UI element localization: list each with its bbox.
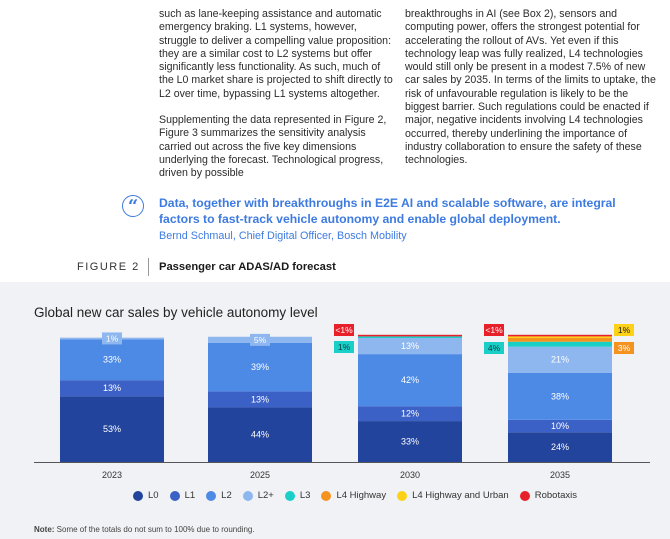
pull-quote: Data, together with breakthroughs in E2E… [159,196,616,226]
legend-swatch [242,490,253,501]
bar-segment-l2-2025 [208,342,312,392]
legend-label: L1 [184,490,196,501]
legend-swatch [284,490,295,501]
callout-badge [614,324,634,336]
data-label-l2--2023: 1% [106,333,119,343]
data-label-l4-highway-2035: 3% [618,343,631,353]
note-text: Some of the totals do not sum to 100% du… [54,525,255,534]
legend-swatch [519,490,530,501]
bar-segment-l4-highway-and-urban-2035 [508,336,612,338]
legend-item-l1: L1 [169,490,196,501]
legend-item-l4-highway-and-urban: L4 Highway and Urban [397,490,509,501]
data-label-l0-2030: 33% [401,437,419,447]
data-label-l2-2025: 39% [251,362,269,372]
callout-badge [484,324,504,336]
x-tick-label-2030: 2030 [400,470,420,480]
note-prefix: Note: [34,525,55,534]
bar-segment-robotaxis-2035 [508,334,612,337]
data-label-l0-2035: 24% [551,442,569,452]
bar-segment-l1-2023 [60,380,164,397]
legend-label: Robotaxis [534,490,577,501]
data-label-robotaxis-2035: <1% [485,325,503,335]
bar-segment-l3-2035 [508,341,612,347]
body-paragraph: such as lane-keeping assistance and auto… [159,8,393,100]
figure-label: FIGURE 2 [77,261,140,273]
data-label-l2--2035: 21% [551,355,569,365]
data-label-robotaxis-2030: <1% [335,325,353,335]
bar-segment-l1-2025 [208,391,312,408]
legend-swatch [206,490,217,501]
bar-segment-l2--2035 [508,346,612,373]
bar-segment-l1-2030 [358,406,462,422]
chart-title: Global new car sales by vehicle autonomy… [34,305,318,320]
data-label-l4-highway-and-urban-2035: 1% [618,325,631,335]
legend-swatch [397,490,408,501]
stacked-bar-chart: 53% 13% 33% 1% 2023 44% 13% 39% 5% 2025 33% 12% 42% 1… [34,324,650,480]
body-column-right: breakthroughs in AI (see Box 2), sensors… [405,8,661,181]
chart-panel: 53% 13% 33% 1% 2023 44% 13% 39% 5% 2025 33% 12% 42% 1… [0,282,670,539]
legend-label: L2 [221,490,232,501]
data-label-l2--2030: 13% [401,341,419,351]
bar-segment-l0-2030 [358,421,462,462]
chart-note: Note: Some of the totals do not sum to 1… [34,525,255,534]
legend-item-l3: L3 [284,490,311,501]
bar-segment-l3-2030 [358,336,462,338]
data-label-l3-2035: 4% [488,343,501,353]
body-paragraph: breakthroughs in AI (see Box 2), sensors… [405,8,656,167]
bar-segment-robotaxis-2030 [358,334,462,337]
bar-segment-l0-2023 [60,396,164,462]
legend-label: L4 Highway and Urban [412,490,509,501]
data-label-l0-2025: 44% [251,430,269,440]
legend-swatch [133,490,143,501]
legend-item-robotaxis: Robotaxis [519,490,577,501]
legend-item-l2: L2 [206,490,232,501]
legend-swatch [169,490,180,501]
quote-author: Bernd Schmaul, Chief Digital Officer, Bo… [159,230,407,242]
data-label-l1-2023: 13% [103,383,121,393]
x-tick-label-2035: 2035 [550,470,570,480]
body-column-left: such as lane-keeping assistance and auto… [159,8,395,194]
data-label-l0-2023: 53% [103,424,121,434]
x-tick-label-2023: 2023 [102,470,122,480]
bar-segment-l1-2035 [508,419,612,433]
bar-segment-l0-2035 [508,432,612,462]
legend-item-l0: L0 [133,490,159,501]
bar-segment-l0-2025 [208,407,312,462]
legend-label: L4 Highway [336,490,387,501]
legend-item-l4-highway: L4 Highway [321,490,386,501]
legend-label: L0 [148,490,159,501]
figure-divider [148,258,149,276]
figure-title: Passenger car ADAS/AD forecast [159,261,336,273]
bar-segment-l2-2030 [358,354,462,407]
callout-badge [102,332,122,345]
data-label-l2-2035: 38% [551,391,569,401]
data-label-l1-2030: 12% [401,409,419,419]
callout-badge [334,341,354,353]
quote-mark-icon: “ [122,195,144,217]
bar-segment-l2-2035 [508,372,612,420]
data-label-l2-2023: 33% [103,355,121,365]
legend-label: L2+ [257,490,274,501]
callout-badge [334,324,354,336]
legend-label: L3 [299,490,311,501]
bar-segment-l4-highway-2035 [508,338,612,342]
bar-segment-l2-2023 [60,339,164,381]
x-tick-label-2025: 2025 [250,470,270,480]
legend-item-l2-: L2+ [242,490,274,501]
callout-badge [250,333,270,346]
data-label-l3-2030: 1% [338,342,351,352]
chart-legend: L0 L1 L2 L2+ L3 L4 Highway L4 Highway and Urba… [133,490,588,501]
body-paragraph: Supplementing the data represented in Fi… [159,114,387,180]
data-label-l1-2035: 10% [551,421,569,431]
legend-swatch [321,490,332,501]
data-label-l2--2025: 5% [254,335,267,345]
data-label-l1-2025: 13% [251,394,269,404]
callout-badge [484,342,504,354]
callout-badge [614,342,634,354]
bar-segment-l2--2030 [358,338,462,355]
data-label-l2-2030: 42% [401,375,419,385]
